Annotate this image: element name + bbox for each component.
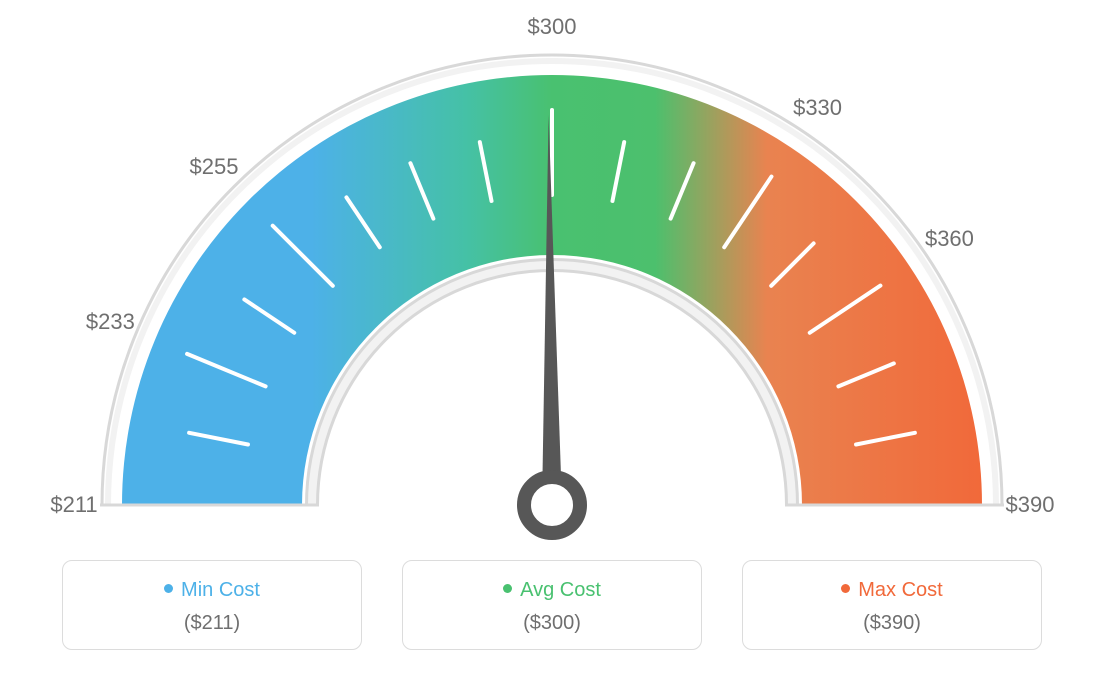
gauge-chart: $211 $233 $255 $300 $330 $360 $390 <box>0 0 1104 560</box>
legend-box-avg: Avg Cost ($300) <box>402 560 702 650</box>
scale-label: $360 <box>925 226 974 252</box>
dot-icon <box>164 584 173 593</box>
legend-title-max: Max Cost <box>743 579 1041 602</box>
scale-label: $233 <box>86 309 135 335</box>
scale-label: $300 <box>528 14 577 40</box>
legend-title-label: Min Cost <box>181 579 260 601</box>
dot-icon <box>841 584 850 593</box>
legend-value-min: ($211) <box>63 612 361 635</box>
scale-label: $330 <box>793 95 842 121</box>
legend-title-label: Avg Cost <box>520 579 601 601</box>
legend-value-avg: ($300) <box>403 612 701 635</box>
scale-label: $390 <box>1006 492 1055 518</box>
scale-label: $255 <box>190 154 239 180</box>
legend-title-avg: Avg Cost <box>403 579 701 602</box>
legend-row: Min Cost ($211) Avg Cost ($300) Max Cost… <box>0 560 1104 650</box>
scale-label: $211 <box>50 492 97 518</box>
legend-box-min: Min Cost ($211) <box>62 560 362 650</box>
legend-title-min: Min Cost <box>63 579 361 602</box>
legend-value-max: ($390) <box>743 612 1041 635</box>
legend-box-max: Max Cost ($390) <box>742 560 1042 650</box>
gauge-svg <box>0 0 1104 560</box>
legend-title-label: Max Cost <box>858 579 942 601</box>
dot-icon <box>503 584 512 593</box>
